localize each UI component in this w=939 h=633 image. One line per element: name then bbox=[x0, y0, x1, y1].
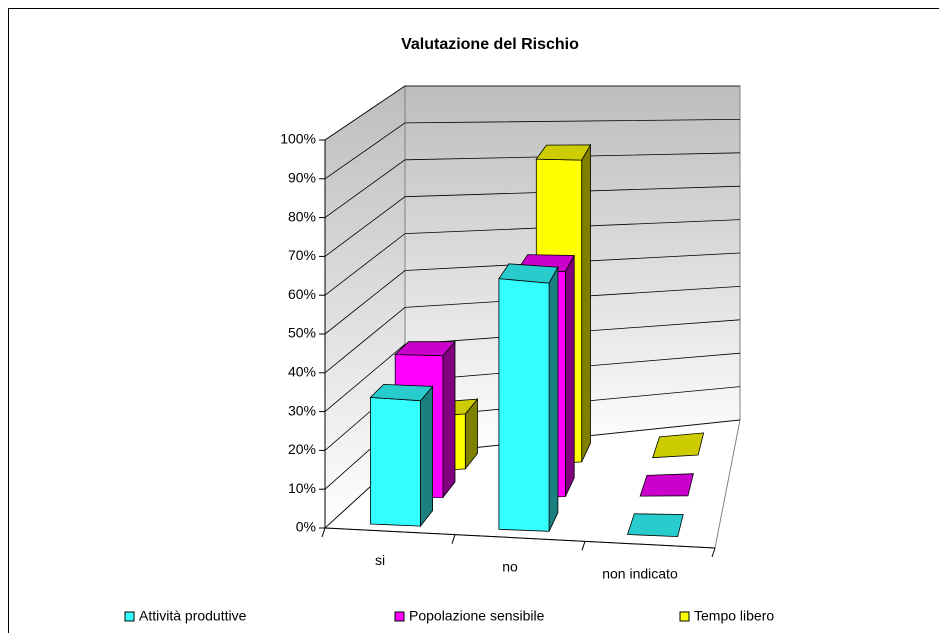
grid-line bbox=[324, 85, 740, 141]
legend-label: Tempo libero bbox=[694, 608, 774, 624]
bar-side bbox=[442, 340, 456, 499]
bar bbox=[498, 263, 559, 532]
bar-top bbox=[394, 341, 456, 357]
legend-swatch bbox=[679, 611, 690, 622]
bar bbox=[369, 383, 434, 528]
bar-top bbox=[639, 473, 694, 497]
bar-front bbox=[369, 396, 421, 527]
y-tick-label: 70% bbox=[288, 247, 316, 263]
x-tick bbox=[321, 527, 326, 538]
y-tick-label: 60% bbox=[288, 286, 316, 302]
y-tick-label: 20% bbox=[288, 441, 316, 457]
x-tick-label: no bbox=[502, 559, 518, 575]
x-tick bbox=[581, 541, 586, 551]
x-tick bbox=[711, 547, 716, 558]
y-tick-label: 50% bbox=[288, 325, 316, 341]
legend-swatch bbox=[124, 611, 135, 622]
grid-line bbox=[324, 219, 741, 296]
y-tick-label: 40% bbox=[288, 364, 316, 380]
bar-side bbox=[565, 255, 575, 497]
legend-label: Popolazione sensibile bbox=[409, 608, 545, 624]
bar-top bbox=[369, 383, 434, 402]
bar-side bbox=[581, 143, 591, 463]
bar-front bbox=[498, 278, 550, 532]
grid-line bbox=[324, 319, 741, 412]
y-tick-label: 0% bbox=[296, 519, 316, 535]
y-tick-label: 80% bbox=[288, 208, 316, 224]
bar-top bbox=[498, 263, 559, 284]
x-axis bbox=[324, 527, 716, 549]
legend-label: Attività produttive bbox=[139, 608, 247, 624]
y-tick-label: 10% bbox=[288, 480, 316, 496]
grid-line bbox=[324, 185, 741, 257]
y-tick-label: 30% bbox=[288, 402, 316, 418]
grid-line bbox=[324, 152, 741, 218]
y-tick-label: 100% bbox=[280, 131, 316, 147]
bar bbox=[639, 473, 694, 497]
y-tick-label: 90% bbox=[288, 170, 316, 186]
grid-line bbox=[324, 119, 741, 180]
bar bbox=[652, 432, 705, 459]
chart-title: Valutazione del Rischio bbox=[401, 36, 579, 53]
x-tick-label: si bbox=[375, 552, 385, 568]
x-tick-label: non indicato bbox=[602, 565, 678, 581]
bar-top bbox=[535, 144, 592, 161]
legend-swatch bbox=[394, 611, 405, 622]
bar bbox=[626, 513, 684, 538]
x-tick bbox=[451, 534, 456, 544]
bar-side bbox=[420, 385, 434, 528]
bar-top bbox=[626, 513, 684, 538]
grid-line bbox=[324, 252, 741, 335]
grid-line bbox=[324, 286, 741, 374]
bar-top bbox=[652, 432, 705, 459]
bar-side bbox=[548, 265, 559, 532]
